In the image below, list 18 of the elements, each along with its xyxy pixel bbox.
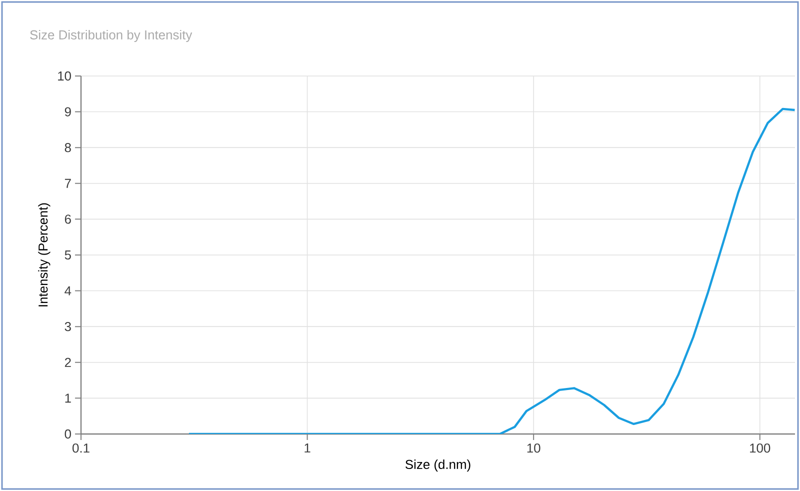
x-tick-label: 0.1 — [72, 444, 90, 453]
y-tick-label: 6 — [64, 214, 71, 224]
y-tick-label: 1 — [65, 394, 71, 403]
y-tick-label: 8 — [64, 142, 71, 152]
chart-title: Size Distribution by Intensity — [30, 30, 192, 42]
x-tick-label: 1 — [304, 444, 310, 452]
y-axis-title: Intensity (Percent) — [38, 203, 50, 306]
y-tick-label: 4 — [64, 286, 72, 296]
y-tick-label: 9 — [64, 107, 71, 116]
y-tick-label: 3 — [64, 322, 71, 332]
y-tick-label: 7 — [64, 178, 71, 188]
y-tick-label: 2 — [64, 358, 71, 367]
x-tick-label: 100 — [750, 444, 770, 453]
y-tick-label: 0 — [64, 429, 71, 439]
y-tick-label: 5 — [64, 250, 71, 260]
y-tick-label: 10 — [58, 71, 71, 81]
x-axis-title: Size (d.nm) — [405, 460, 470, 472]
x-tick-label: 10 — [527, 444, 540, 453]
